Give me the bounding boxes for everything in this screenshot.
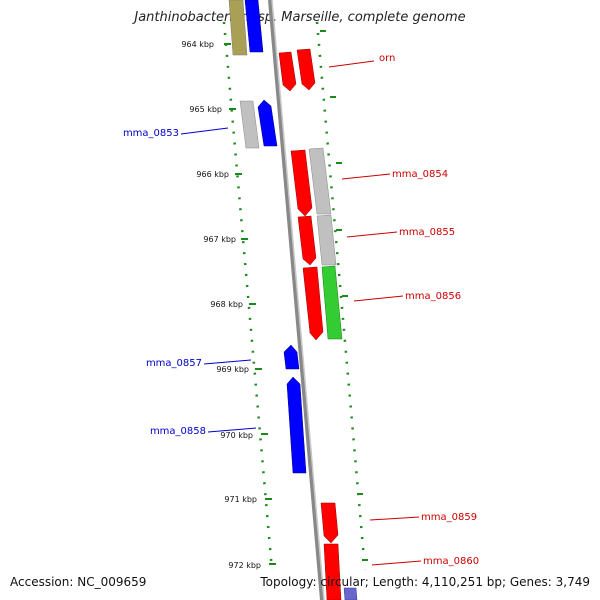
tick-label: 966 kbp — [196, 170, 229, 179]
gene-label-mma-0857: mma_0857 — [146, 358, 202, 369]
gene-label-orn: orn — [379, 53, 395, 64]
gene-mma-0859[interactable] — [320, 502, 339, 544]
gene-mma-0854[interactable] — [290, 149, 313, 217]
gene-label-mma-0854: mma_0854 — [392, 169, 448, 180]
gene-mma-0860[interactable] — [323, 543, 342, 600]
forward-gene[interactable] — [278, 51, 297, 92]
reverse-guide-track — [222, 21, 274, 571]
hypothetical-gene[interactable] — [239, 100, 260, 149]
gene-label-mma-0858: mma_0858 — [150, 426, 206, 437]
tick-label: 964 kbp — [181, 40, 214, 49]
gene-mma-0855[interactable] — [297, 215, 317, 266]
tick-label: 969 kbp — [216, 365, 249, 374]
leader-lines — [180, 60, 422, 566]
tick-label: 968 kbp — [210, 300, 243, 309]
forward-guide-track — [315, 21, 367, 571]
tick-label: 965 kbp — [189, 105, 222, 114]
scale-ticks: 964 kbp 965 kbp 966 kbp 967 kbp 968 kbp … — [181, 30, 368, 570]
hypothetical-gene[interactable] — [316, 214, 337, 266]
reverse-gene[interactable] — [343, 587, 358, 600]
tick-label: 967 kbp — [203, 235, 236, 244]
gene-labels: orn mma_0854 mma_0855 mma_0856 mma_0859 … — [123, 53, 479, 567]
gene-mma-0857[interactable] — [283, 344, 300, 370]
reverse-strand-genes — [228, 0, 358, 600]
tick-label: 971 kbp — [224, 495, 257, 504]
gene-label-mma-0859: mma_0859 — [421, 512, 477, 523]
gene-label-mma-0856: mma_0856 — [405, 291, 461, 302]
genome-backbone — [268, 0, 324, 600]
gene-mma-0853[interactable] — [257, 99, 278, 147]
olive-gene[interactable] — [228, 0, 248, 56]
gene-orn[interactable] — [296, 48, 316, 91]
topology-text: Topology: circular; Length: 4,110,251 bp… — [260, 575, 590, 589]
hypothetical-gene[interactable] — [308, 147, 332, 215]
accession-text: Accession: NC_009659 — [10, 575, 147, 589]
gene-label-mma-0855: mma_0855 — [399, 227, 455, 238]
gene-mma-0856[interactable] — [302, 266, 324, 341]
backbone-highlight — [271, 0, 325, 600]
gene-label-mma-0853: mma_0853 — [123, 128, 179, 139]
gene-label-mma-0860: mma_0860 — [423, 556, 479, 567]
forward-strand-genes — [278, 48, 343, 600]
reverse-gene[interactable] — [244, 0, 264, 53]
map-title: Janthinobacterium sp. Marseille, complet… — [134, 10, 466, 25]
gene-mma-0858[interactable] — [286, 376, 307, 474]
green-gene[interactable] — [321, 265, 343, 340]
tick-label: 972 kbp — [228, 561, 261, 570]
tick-label: 970 kbp — [220, 431, 253, 440]
